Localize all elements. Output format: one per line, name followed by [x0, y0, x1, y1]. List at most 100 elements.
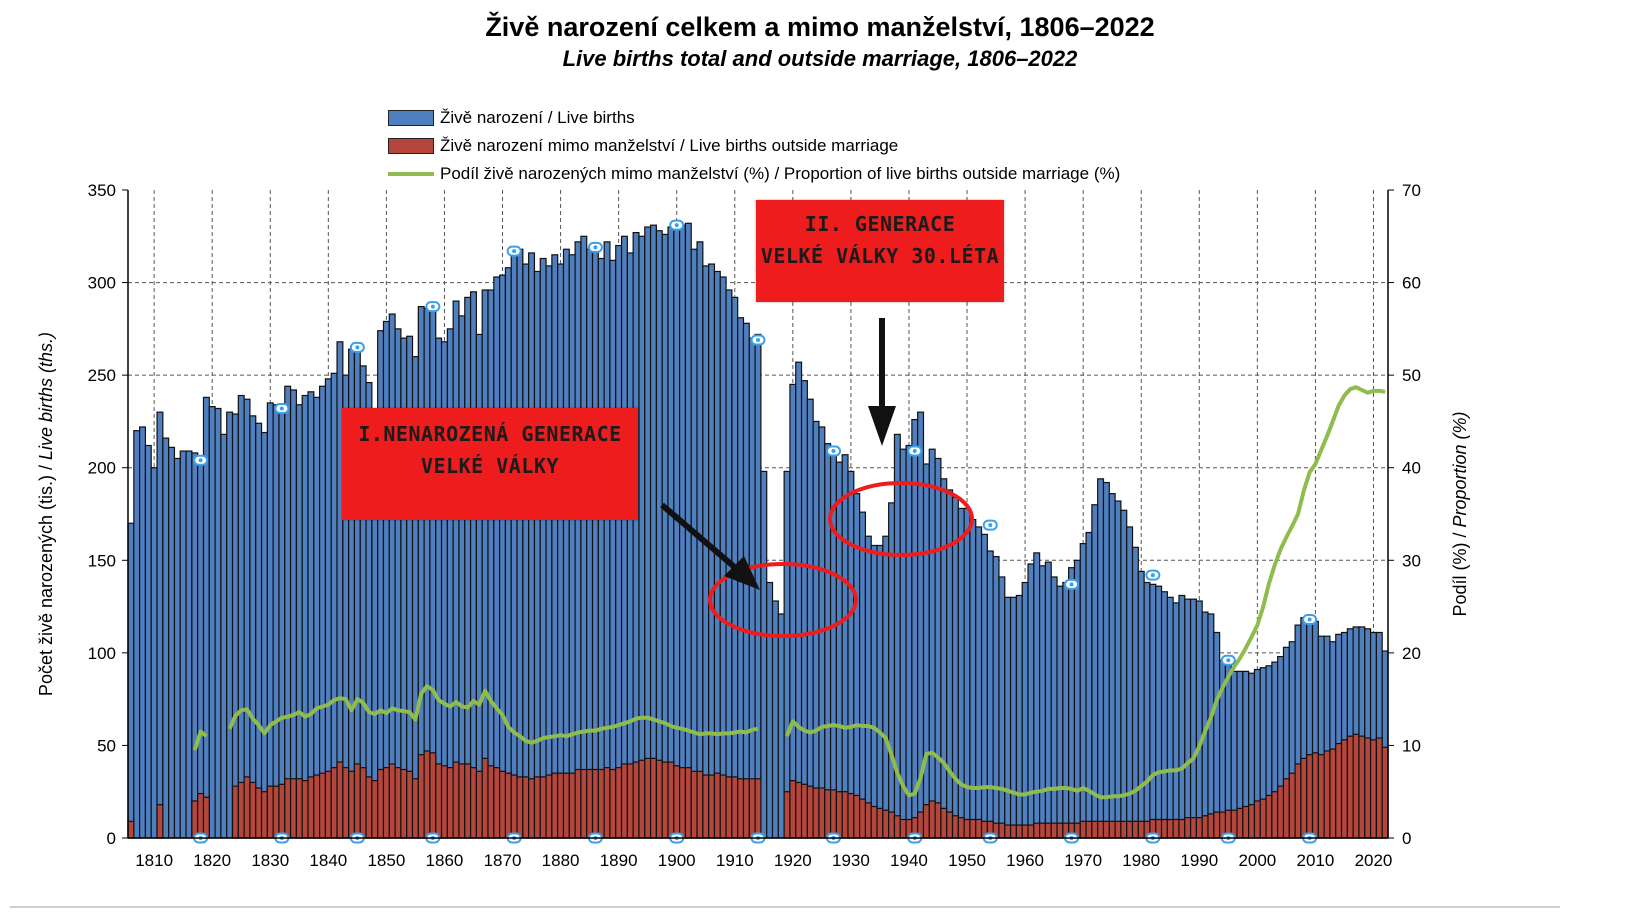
- footer-divider: [10, 906, 1560, 908]
- bar-outside-marriage: [1021, 824, 1029, 839]
- bar-live-births: [208, 406, 216, 839]
- bar-live-births: [679, 224, 687, 839]
- bar-live-births: [313, 396, 321, 839]
- bar-live-births: [127, 522, 135, 839]
- annotation-second-generation: II. GENERACE VELKÉ VÁLKY 30.LÉTA: [756, 200, 1004, 302]
- bar-outside-marriage: [1027, 824, 1035, 839]
- bar-live-births: [324, 378, 332, 839]
- bar-outside-marriage: [435, 763, 443, 839]
- x-tick-label: 1950: [948, 851, 986, 870]
- bar-outside-marriage: [260, 791, 268, 839]
- bar-outside-marriage: [975, 818, 983, 839]
- bar-live-births: [255, 422, 263, 839]
- bar-outside-marriage: [1346, 735, 1354, 839]
- bar-live-births: [748, 337, 756, 839]
- bar-live-births: [162, 437, 170, 839]
- bar-live-births: [992, 555, 1000, 839]
- bar-outside-marriage: [504, 772, 512, 839]
- bar-outside-marriage: [893, 815, 901, 839]
- x-tick-label: 1830: [251, 851, 289, 870]
- bar-live-births: [499, 274, 507, 839]
- bar-live-births: [649, 224, 657, 839]
- bar-live-births: [319, 385, 327, 839]
- y-left-title-en: Live births (ths.): [36, 332, 56, 460]
- bar-live-births: [516, 248, 524, 839]
- bar-outside-marriage: [1033, 822, 1041, 839]
- bar-outside-marriage: [1213, 811, 1221, 839]
- bar-outside-marriage: [481, 757, 489, 839]
- bar-outside-marriage: [411, 778, 419, 839]
- bar-outside-marriage: [899, 818, 907, 839]
- bar-live-births: [986, 550, 994, 839]
- bar-outside-marriage: [1369, 739, 1377, 839]
- bar-outside-marriage: [266, 785, 274, 839]
- bar-outside-marriage: [1131, 820, 1139, 839]
- bar-outside-marriage: [1294, 763, 1302, 839]
- annotation-first-generation: I.NENAROZENÁ GENERACE VELKÉ VÁLKY: [342, 408, 638, 520]
- bar-live-births: [620, 235, 628, 839]
- line-proportion: [785, 385, 1386, 800]
- bar-outside-marriage: [951, 815, 959, 839]
- bar-outside-marriage: [557, 772, 565, 839]
- arrow-second-generation-head: [868, 406, 896, 446]
- annotation-first-line-1: I.NENAROZENÁ GENERACE: [358, 422, 622, 446]
- y-right-title-en: Proportion (%): [1450, 411, 1470, 527]
- bar-outside-marriage: [876, 807, 884, 839]
- series-marker-dot: [1226, 658, 1231, 663]
- bar-outside-marriage: [243, 776, 251, 839]
- bar-outside-marriage: [615, 767, 623, 839]
- x-tick-label: 1910: [716, 851, 754, 870]
- bar-live-births: [214, 407, 222, 839]
- y-right-tick-label: 20: [1402, 644, 1421, 663]
- bar-outside-marriage: [469, 767, 477, 839]
- bar-outside-marriage: [1340, 739, 1348, 839]
- bar-outside-marriage: [336, 761, 344, 839]
- x-tick-label: 1810: [135, 851, 173, 870]
- bar-outside-marriage: [313, 774, 321, 839]
- y-left-axis-title: Počet živě narozených (tis.) / Live birt…: [36, 332, 56, 696]
- bar-outside-marriage: [377, 768, 385, 839]
- bar-live-births: [1137, 570, 1145, 839]
- bar-outside-marriage: [603, 767, 611, 839]
- bar-outside-marriage: [731, 776, 739, 839]
- bar-live-births: [864, 535, 872, 839]
- bar-live-births: [615, 244, 623, 839]
- bar-live-births: [1027, 563, 1035, 839]
- bar-live-births: [940, 478, 948, 839]
- bar-outside-marriage: [388, 763, 396, 839]
- bar-live-births: [179, 450, 187, 839]
- bar-outside-marriage: [713, 772, 721, 839]
- bar-live-births: [1097, 478, 1105, 839]
- bar-outside-marriage: [591, 768, 599, 839]
- y-right-title-cz: Podíl (%) /: [1450, 528, 1470, 617]
- bar-live-births: [1004, 596, 1012, 839]
- bar-live-births: [1102, 481, 1110, 839]
- bar-live-births: [655, 230, 663, 839]
- y-left-tick-label: 350: [88, 181, 116, 200]
- bar-outside-marriage: [545, 774, 553, 839]
- bar-live-births: [510, 248, 518, 839]
- bar-live-births: [975, 526, 983, 839]
- bar-live-births: [557, 263, 565, 839]
- bar-outside-marriage: [673, 765, 681, 839]
- bar-live-births: [394, 328, 402, 839]
- bar-outside-marriage: [1375, 737, 1383, 839]
- bar-live-births: [661, 233, 669, 839]
- bar-outside-marriage: [1335, 742, 1343, 839]
- line-proportion: [192, 729, 208, 751]
- bar-live-births: [1184, 598, 1192, 839]
- bar-outside-marriage: [394, 767, 402, 839]
- bar-live-births: [951, 496, 959, 839]
- legend-item-outside-marriage: Živě narození mimo manželství / Live bir…: [388, 132, 1120, 160]
- bar-outside-marriage: [841, 791, 849, 839]
- annotation-first-line-2: VELKÉ VÁLKY: [421, 454, 559, 478]
- bar-outside-marriage: [864, 802, 872, 839]
- bar-outside-marriage: [382, 767, 390, 839]
- bar-live-births: [766, 581, 774, 839]
- bar-outside-marriage: [284, 778, 292, 839]
- legend-label-outside-marriage: Živě narození mimo manželství / Live bir…: [440, 136, 899, 155]
- bar-outside-marriage: [800, 783, 808, 839]
- bar-live-births: [580, 235, 588, 839]
- arrow-first-generation-head: [724, 556, 760, 590]
